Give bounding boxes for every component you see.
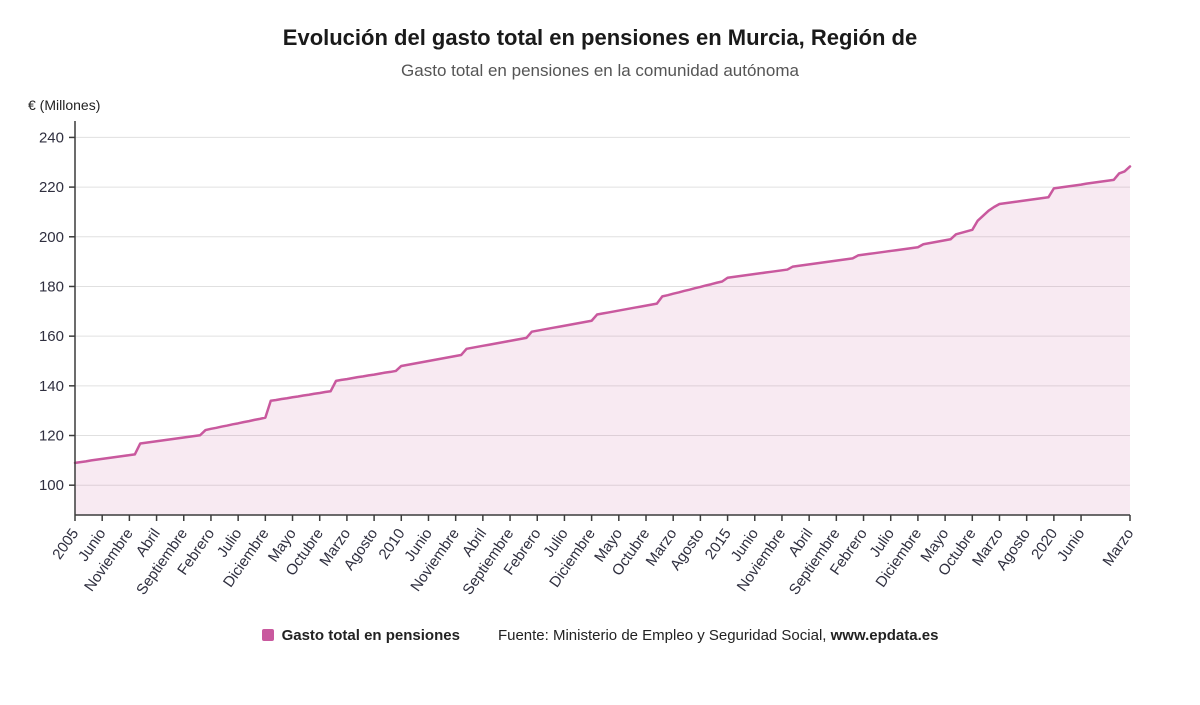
- svg-text:240: 240: [39, 129, 64, 146]
- page-title: Evolución del gasto total en pensiones e…: [282, 25, 918, 50]
- svg-text:140: 140: [39, 377, 64, 394]
- svg-text:220: 220: [39, 179, 64, 196]
- source-text: Fuente: Ministerio de Empleo y Seguridad…: [497, 626, 831, 644]
- legend-swatch-icon: [261, 629, 274, 642]
- svg-text:120: 120: [39, 427, 64, 444]
- chart-footer: Gasto total en pensiones Fuente: Ministe…: [0, 627, 1200, 644]
- legend-label: Gasto total en pensiones: [281, 626, 460, 644]
- svg-text:180: 180: [39, 278, 64, 295]
- svg-text:Junio: Junio: [1054, 525, 1088, 564]
- chart-header: Evolución del gasto total en pensiones e…: [0, 0, 1200, 81]
- source-site-link[interactable]: www.epdata.es: [830, 626, 939, 644]
- svg-text:200: 200: [39, 228, 64, 245]
- page-subtitle: Gasto total en pensiones en la comunidad…: [401, 60, 799, 80]
- legend-item: Gasto total en pensiones: [261, 626, 460, 644]
- svg-text:Marzo: Marzo: [1099, 525, 1137, 569]
- source-attribution: Fuente: Ministerio de Empleo y Seguridad…: [498, 627, 939, 644]
- chart-area: 100 120 140 160 180 200 220 240 2005 Junio Noviemb…: [0, 115, 1200, 625]
- y-axis-unit-label: € (Millones): [28, 96, 101, 113]
- pension-spending-line-chart: 1001201401601802002202402005JunioNoviemb…: [39, 120, 1137, 598]
- svg-text:160: 160: [39, 328, 64, 345]
- svg-text:100: 100: [39, 477, 64, 494]
